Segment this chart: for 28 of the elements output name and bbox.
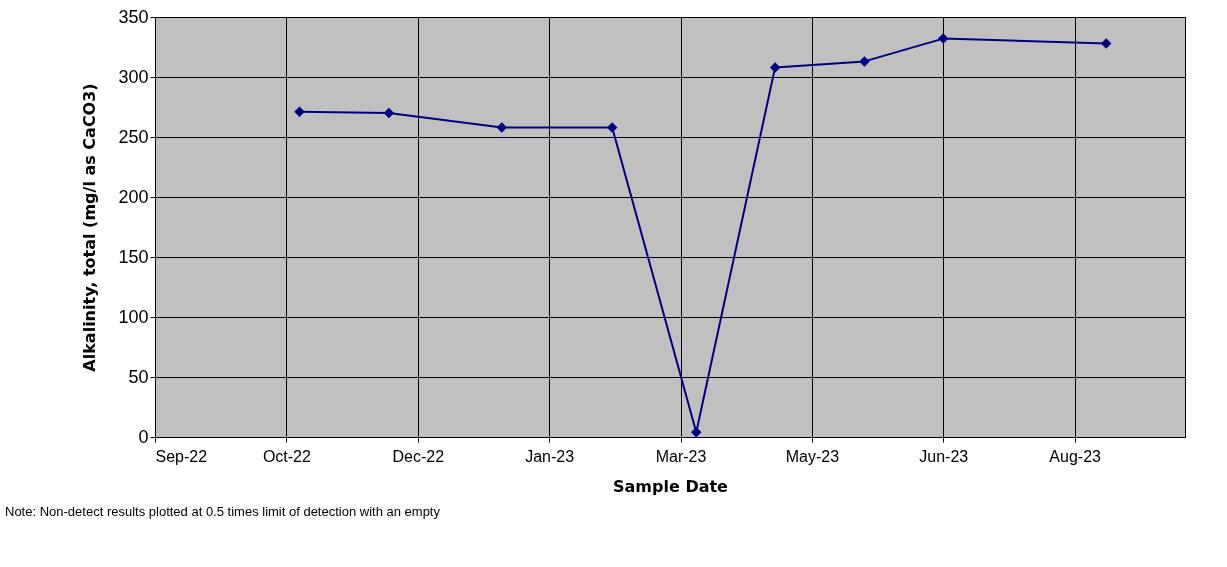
- point: [383, 107, 395, 119]
- x-tick-label: Sep-22: [155, 447, 208, 465]
- y-tick-label: 100: [118, 306, 149, 327]
- y-tick-label: 300: [118, 66, 149, 87]
- text: Note: Non-detect results plotted at 0.5 times limit of detection with an empty: [5, 504, 441, 519]
- y-tick-label: 250: [118, 126, 149, 147]
- x-tick-label: Dec-22: [392, 447, 445, 465]
- y-tick-label: 50: [128, 366, 149, 387]
- point: [691, 426, 702, 438]
- point: [859, 56, 870, 67]
- x-tick-label: Oct-22: [262, 447, 311, 465]
- point: [769, 62, 781, 73]
- point: [1100, 38, 1112, 49]
- y-tick-label: 350: [118, 6, 149, 27]
- x-tick-label: Aug-23: [1049, 447, 1102, 465]
- x-tick-label: Jan-23: [525, 447, 575, 465]
- point: [294, 106, 305, 118]
- y-tick-label: 0: [138, 426, 149, 447]
- x-axis-title: Sample Date: [613, 476, 729, 496]
- x-tick-label: May-23: [785, 447, 840, 465]
- y-tick-label: 200: [118, 186, 149, 207]
- y-axis-title: Alkalinity, total (mg/l as CaCO3): [80, 83, 100, 372]
- x-tick-label: Mar-23: [655, 447, 707, 465]
- point: [938, 33, 949, 44]
- x-tick-label: Jun-23: [919, 447, 969, 465]
- point: [496, 122, 508, 133]
- point: [606, 122, 618, 133]
- y-tick-label: 150: [118, 246, 149, 267]
